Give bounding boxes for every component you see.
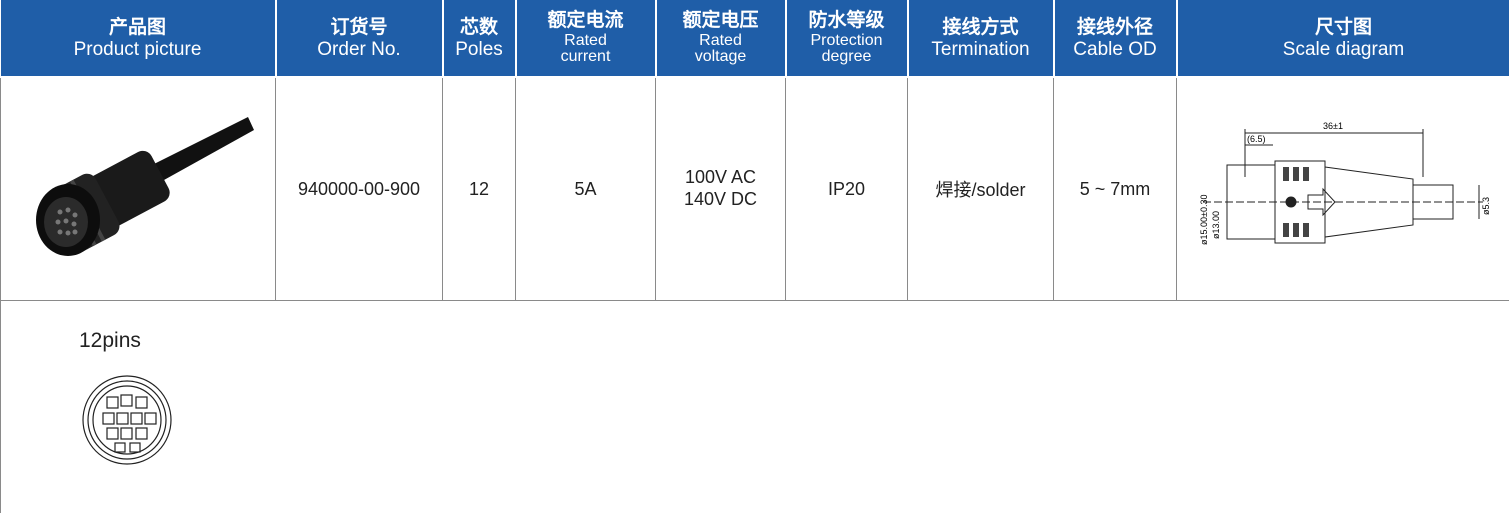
header-zh: 订货号	[330, 16, 388, 38]
header-zh: 额定电流	[547, 10, 624, 31]
header-zh: 接线外径	[1076, 16, 1153, 38]
header-cell: 订货号 Order No.	[274, 0, 443, 78]
termination: 焊接/solder	[907, 76, 1054, 301]
protection: IP20	[785, 76, 908, 301]
rated-voltage: 100V AC 140V DC	[655, 76, 786, 301]
pins-label: 12pins	[79, 329, 141, 352]
pins-cell: 12pins	[0, 300, 1509, 513]
header-cell: 额定电流 Rated current	[514, 0, 656, 78]
header-en: Cable OD	[1073, 38, 1157, 60]
header-en: Product picture	[73, 38, 202, 60]
voltage-line: 100V AC	[684, 167, 757, 188]
header-cell: 芯数 Poles	[441, 0, 516, 78]
dim-offset: (6.5)	[1247, 134, 1266, 144]
header-zh: 芯数	[459, 16, 498, 38]
poles: 12	[442, 76, 516, 301]
header-zh: 产品图	[108, 16, 166, 38]
pin-diagram	[82, 375, 172, 465]
header-en: degree	[821, 48, 872, 65]
header-row: 产品图 Product picture 订货号 Order No. 芯数 Poles …	[0, 0, 1509, 78]
product-picture-cell	[0, 76, 276, 301]
rated-current: 5A	[515, 76, 656, 301]
dim-length: 36±1	[1323, 121, 1343, 131]
header-en: current	[560, 48, 611, 65]
header-en: Termination	[931, 38, 1030, 60]
header-zh: 接线方式	[942, 16, 1019, 38]
scale-diagram-cell: 36±1 (6.5) ø15.00±0.30 ø13.00 ø5.3	[1176, 76, 1509, 301]
scale-diagram: 36±1 (6.5) ø15.00±0.30 ø13.00 ø5.3	[1199, 121, 1491, 245]
header-zh: 额定电压	[682, 10, 759, 31]
header-en: Scale diagram	[1282, 38, 1405, 60]
data-row: 940000-00-900 12 5A 100V AC 140V DC IP20 …	[0, 76, 1509, 301]
header-cell: 接线外径 Cable OD	[1052, 0, 1177, 78]
pins-row: 12pins	[0, 300, 1509, 513]
voltage-line: 140V DC	[683, 189, 758, 209]
header-en: voltage	[694, 48, 747, 65]
header-cell: 防水等级 Protection degree	[784, 0, 908, 78]
header-cell: 接线方式 Termination	[906, 0, 1054, 78]
dim-cable: ø5.3	[1481, 196, 1491, 214]
header-cell: 产品图 Product picture	[0, 0, 276, 78]
dim-inner: ø13.00	[1211, 210, 1221, 238]
header-en: Protection	[810, 32, 883, 49]
header-en: Rated	[564, 32, 607, 49]
header-cell: 尺寸图 Scale diagram	[1175, 0, 1509, 78]
dim-outer: ø15.00±0.30	[1199, 194, 1209, 244]
order-no: 940000-00-900	[275, 76, 443, 301]
header-en: Order No.	[317, 38, 401, 60]
header-zh: 防水等级	[808, 10, 885, 31]
header-en: Poles	[455, 38, 503, 60]
product-picture	[36, 116, 254, 256]
header-en: Rated	[699, 32, 742, 49]
cable-od: 5 ~ 7mm	[1053, 76, 1177, 301]
header-cell: 额定电压 Rated voltage	[654, 0, 786, 78]
header-zh: 尺寸图	[1314, 16, 1372, 38]
